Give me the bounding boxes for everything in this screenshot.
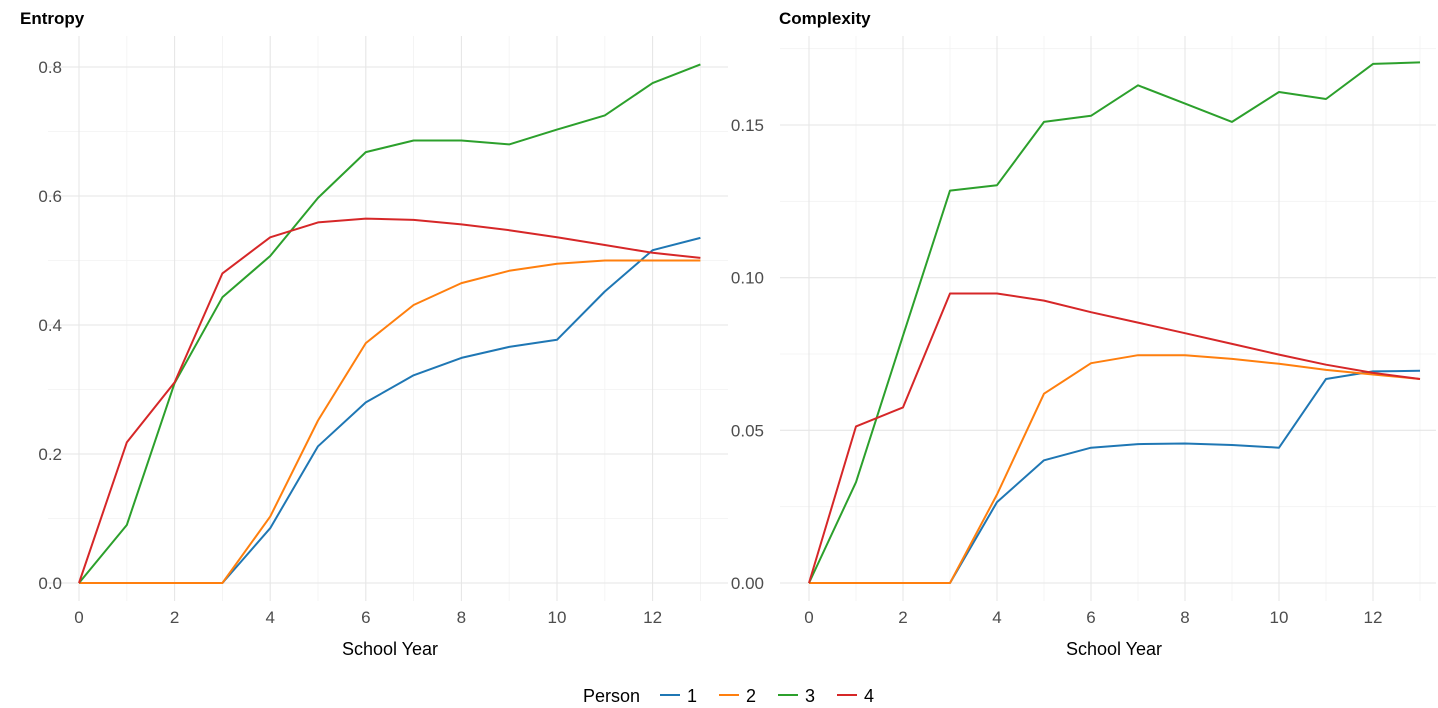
x-tick-label: 4 — [265, 608, 274, 627]
x-tick-label: 12 — [643, 608, 662, 627]
x-axis-title: School Year — [1066, 639, 1162, 659]
legend-title: Person — [583, 686, 640, 706]
y-tick-label: 0.0 — [38, 574, 62, 593]
legend-label-1: 1 — [687, 686, 697, 706]
y-tick-label: 0.05 — [731, 421, 764, 440]
legend-label-2: 2 — [746, 686, 756, 706]
x-tick-label: 6 — [361, 608, 370, 627]
complexity-title: Complexity — [779, 9, 871, 28]
x-tick-label: 0 — [74, 608, 83, 627]
entropy-series-1-line — [79, 236, 701, 584]
legend-items: 1 2 3 4 — [660, 686, 874, 706]
x-tick-label: 12 — [1364, 608, 1383, 627]
x-tick-label: 10 — [1270, 608, 1289, 627]
complexity-series-1-line — [809, 369, 1421, 584]
x-tick-label: 4 — [992, 608, 1001, 627]
entropy-title: Entropy — [20, 9, 85, 28]
x-tick-label: 8 — [457, 608, 466, 627]
x-tick-label: 2 — [898, 608, 907, 627]
complexity-series-4-line — [808, 292, 1421, 584]
x-tick-label: 8 — [1180, 608, 1189, 627]
x-tick-label: 10 — [548, 608, 567, 627]
complexity-series-3-line — [808, 61, 1421, 584]
y-tick-label: 0.15 — [731, 116, 764, 135]
x-tick-label: 6 — [1086, 608, 1095, 627]
y-tick-label: 0.6 — [38, 187, 62, 206]
y-tick-label: 0.10 — [731, 269, 764, 288]
y-tick-label: 0.00 — [731, 574, 764, 593]
legend-label-3: 3 — [805, 686, 815, 706]
entropy-series-3-line — [78, 63, 701, 584]
legend-label-4: 4 — [864, 686, 874, 706]
y-tick-label: 0.2 — [38, 445, 62, 464]
legend: Person 1 2 3 4 — [583, 686, 874, 706]
entropy-series-2-line — [79, 259, 701, 584]
complexity-series-2-line — [809, 354, 1421, 584]
x-tick-label: 2 — [170, 608, 179, 627]
entropy-series-4-line — [78, 217, 701, 584]
complexity-panel: Complexity 0.00 0.05 0.10 0.15 0 2 4 6 8 10 12 Schoo… — [731, 9, 1436, 659]
y-tick-label: 0.8 — [38, 58, 62, 77]
entropy-panel: Entropy 0.0 0.2 0.4 0.6 0.8 0 2 4 6 8 10 12 School Ye… — [20, 9, 728, 659]
x-tick-label: 0 — [804, 608, 813, 627]
y-tick-label: 0.4 — [38, 316, 62, 335]
x-axis-title: School Year — [342, 639, 438, 659]
